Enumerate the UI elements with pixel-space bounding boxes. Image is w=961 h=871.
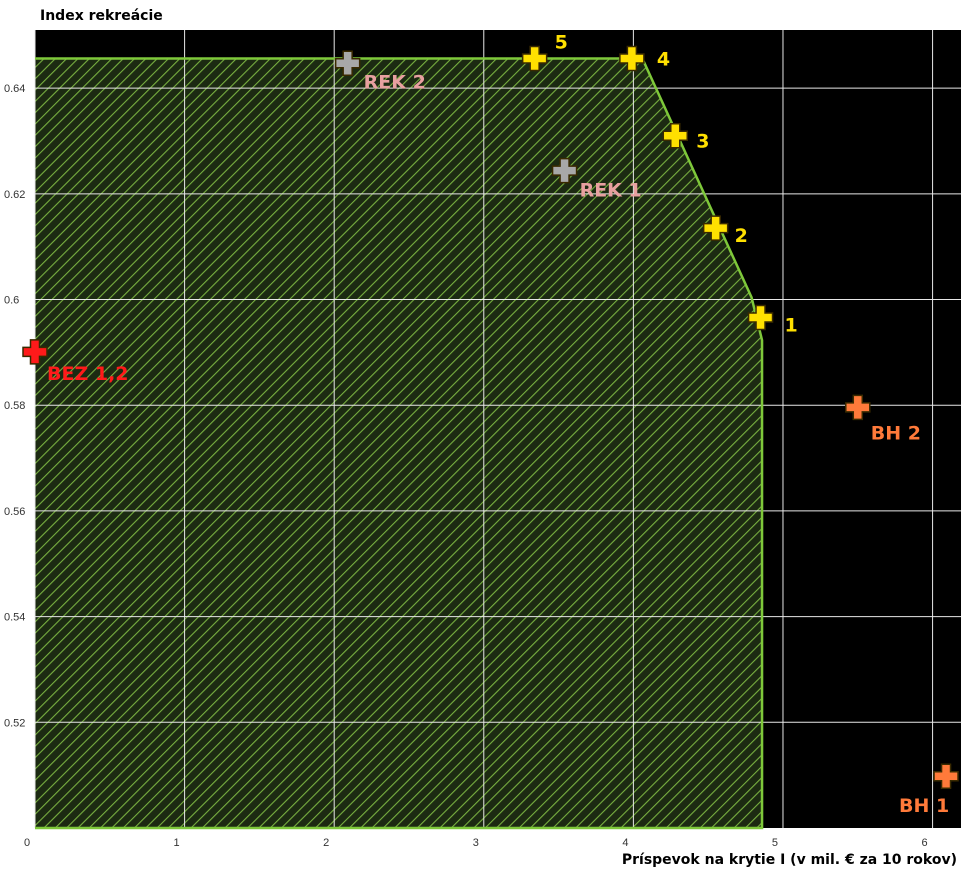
point-label: REK 1 — [580, 180, 642, 202]
point-label: 4 — [657, 49, 670, 71]
y-tick-label: 0.62 — [4, 189, 25, 201]
y-tick-label: 0.52 — [4, 717, 25, 729]
x-tick-label: 0 — [24, 837, 30, 849]
cross-marker — [334, 50, 361, 77]
y-tick-label: 0.64 — [4, 83, 25, 95]
cross-marker — [662, 122, 689, 149]
point-label: BH 2 — [871, 422, 921, 444]
cross-marker — [551, 157, 578, 184]
point-label: 1 — [785, 314, 798, 336]
x-tick-label: 6 — [922, 837, 928, 849]
feasible-region — [35, 58, 763, 829]
point-label: BH 1 — [899, 795, 949, 817]
cross-marker — [933, 763, 959, 789]
point-label: REK 2 — [364, 71, 426, 93]
y-tick-label: 0.58 — [4, 400, 25, 412]
point-label: 3 — [696, 131, 709, 153]
point-label: BEZ 1,2 — [47, 363, 129, 385]
x-tick-label: 4 — [622, 837, 628, 849]
point-label: 5 — [555, 32, 568, 54]
x-axis-title: Príspevok na krytie I (v mil. € za 10 ro… — [622, 852, 957, 868]
x-tick-label: 3 — [473, 837, 479, 849]
cross-marker — [619, 45, 645, 72]
y-tick-label: 0.54 — [4, 612, 25, 624]
point-label: 2 — [735, 225, 748, 247]
y-tick-label: 0.6 — [4, 295, 19, 307]
y-axis-title: Index rekreácie — [40, 8, 163, 24]
x-tick-label: 2 — [323, 837, 329, 849]
cross-marker — [845, 394, 871, 421]
cross-marker — [521, 45, 548, 72]
cross-marker — [702, 215, 729, 241]
y-tick-label: 0.56 — [4, 506, 25, 518]
cross-marker — [22, 339, 48, 365]
cross-marker — [747, 304, 774, 331]
x-tick-label: 1 — [174, 837, 180, 849]
x-tick-label: 5 — [772, 837, 778, 849]
